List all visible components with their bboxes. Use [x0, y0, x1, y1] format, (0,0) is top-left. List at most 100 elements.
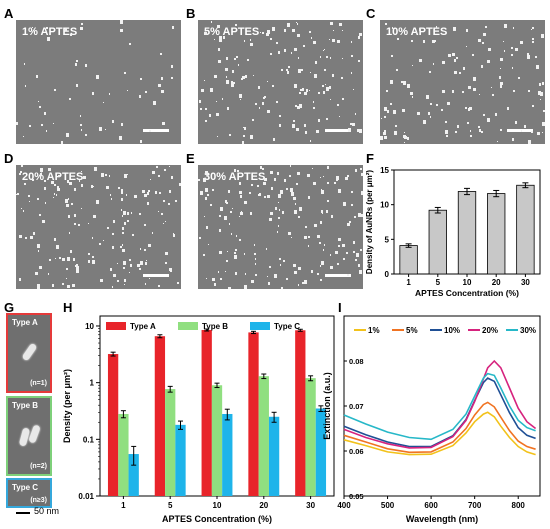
- tem-image-type-a: Type A (n=1): [6, 313, 52, 393]
- nanoparticle-dot: [220, 207, 224, 212]
- nanoparticle-dot: [350, 191, 353, 194]
- nanoparticle-dot: [269, 171, 273, 175]
- scale-bar: [507, 129, 533, 132]
- nanoparticle-dot: [18, 172, 21, 175]
- nanoparticle-dot: [24, 85, 26, 88]
- nanoparticle-dot: [482, 33, 486, 37]
- nanoparticle-dot: [129, 263, 132, 267]
- nanoparticle-dot: [243, 285, 247, 289]
- nanoparticle-dot: [111, 246, 114, 250]
- nanoparticle-dot: [320, 261, 324, 266]
- nanoparticle-dot: [68, 182, 72, 186]
- nanoparticle-dot: [321, 189, 325, 194]
- nanoparticle-dot: [204, 80, 206, 82]
- nanoparticle-dot: [293, 264, 297, 268]
- nanoparticle-dot: [308, 31, 311, 34]
- nanoparticle-dot: [268, 266, 271, 269]
- nanoparticle-dot: [138, 268, 141, 271]
- nanoparticle-dot: [121, 197, 124, 201]
- nanoparticle-dot: [297, 172, 301, 176]
- nanoparticle-dot: [52, 197, 54, 199]
- nanoparticle-dot: [348, 221, 351, 224]
- sem-label-e: 30% APTES: [204, 171, 266, 183]
- nanoparticle-dot: [410, 39, 413, 42]
- x-tick-label: 1: [406, 278, 411, 287]
- nanoparticle-dot: [41, 123, 44, 126]
- tem-n-label: (n≥3): [30, 497, 47, 504]
- nanoparticle-dot: [319, 265, 321, 268]
- nanoparticle-dot: [93, 214, 97, 218]
- nanoparticle-dot: [53, 89, 56, 92]
- nanoparticle-dot: [418, 27, 421, 31]
- nanoparticle-dot: [139, 260, 143, 265]
- nanoparticle-dot: [396, 68, 399, 71]
- nanoparticle-dot: [353, 216, 356, 219]
- nanoparticle-dot: [208, 244, 210, 246]
- nanoparticle-dot: [482, 113, 485, 116]
- bar: [248, 332, 259, 496]
- nanoparticle-dot: [215, 101, 217, 103]
- nanoparticle-dot: [500, 67, 502, 69]
- nanoparticle-dot: [28, 201, 30, 203]
- nanoparticle-dot: [249, 42, 253, 46]
- nanoparticle-dot: [392, 109, 396, 114]
- nanoparticle-dot: [257, 193, 259, 196]
- sem-label-b: 5% APTES: [204, 26, 260, 38]
- nanoparticle-dot: [168, 190, 171, 194]
- nanoparticle-dot: [360, 172, 363, 176]
- nanoparticle-dot: [246, 58, 249, 61]
- nanoparticle-dot: [81, 128, 83, 131]
- nanoparticle-dot: [122, 244, 124, 247]
- bar: [295, 330, 306, 496]
- nanoparticle-dot: [35, 75, 38, 79]
- nanoparticle-dot: [298, 206, 302, 211]
- nanoparticle-dot: [254, 263, 256, 266]
- sem-image-b: 5% APTES: [198, 20, 363, 144]
- nanoparticle-dot: [387, 110, 390, 114]
- nanoparticle-dot: [278, 217, 281, 220]
- nanoparticle-dot: [61, 282, 64, 285]
- nanoparticle-dot: [340, 77, 343, 80]
- nanoparticle-dot: [380, 118, 382, 120]
- nanoparticle-dot: [274, 273, 278, 278]
- nanoparticle-dot: [329, 22, 332, 25]
- nanoparticle-dot: [452, 52, 456, 56]
- nanoparticle-dot: [161, 213, 164, 216]
- nanoparticle-dot: [265, 32, 269, 36]
- nanoparticle-dot: [393, 130, 397, 135]
- nanoparticle-dot: [206, 193, 209, 196]
- nanoparticle-dot: [499, 85, 502, 89]
- nanoparticle-dot: [423, 40, 426, 44]
- nanoparticle-dot: [278, 209, 280, 212]
- nanoparticle-dot: [121, 209, 123, 212]
- nanoparticle-dot: [22, 136, 24, 138]
- nanoparticle-dot: [436, 103, 439, 106]
- nanoparticle-dot: [321, 85, 324, 88]
- nanoparticle-dot: [158, 210, 160, 212]
- nanoparticle-dot: [469, 107, 473, 111]
- y-axis-label: Density of AuNRs (per μm²): [365, 170, 374, 274]
- nanoparticle-dot: [126, 89, 128, 91]
- nanoparticle-dot: [235, 272, 238, 276]
- nanoparticle-dot: [477, 125, 480, 128]
- nanoparticle-dot: [255, 273, 258, 276]
- nanoparticle-dot: [342, 243, 346, 247]
- nanoparticle-dot: [386, 89, 389, 92]
- nanoparticle-dot: [36, 198, 39, 201]
- nanoparticle-dot: [347, 174, 350, 177]
- nanoparticle-dot: [206, 278, 207, 280]
- nanoparticle-dot: [294, 105, 297, 108]
- nanoparticle-dot: [305, 88, 308, 92]
- nanoparticle-dot: [250, 135, 254, 140]
- nanoparticle-dot: [316, 272, 319, 275]
- nanoparticle-dot: [278, 124, 281, 128]
- nanoparticle-dot: [278, 202, 280, 204]
- nanoparticle-dot: [150, 179, 152, 181]
- nanoparticle-dot: [390, 102, 393, 105]
- nanoparticle-dot: [444, 130, 448, 135]
- nanoparticle-dot: [157, 284, 160, 287]
- nanoparticle-dot: [293, 271, 297, 275]
- nanoparticle-dot: [535, 65, 539, 70]
- nanoparticle-dot: [541, 33, 545, 38]
- nanoparticle-dot: [302, 88, 305, 92]
